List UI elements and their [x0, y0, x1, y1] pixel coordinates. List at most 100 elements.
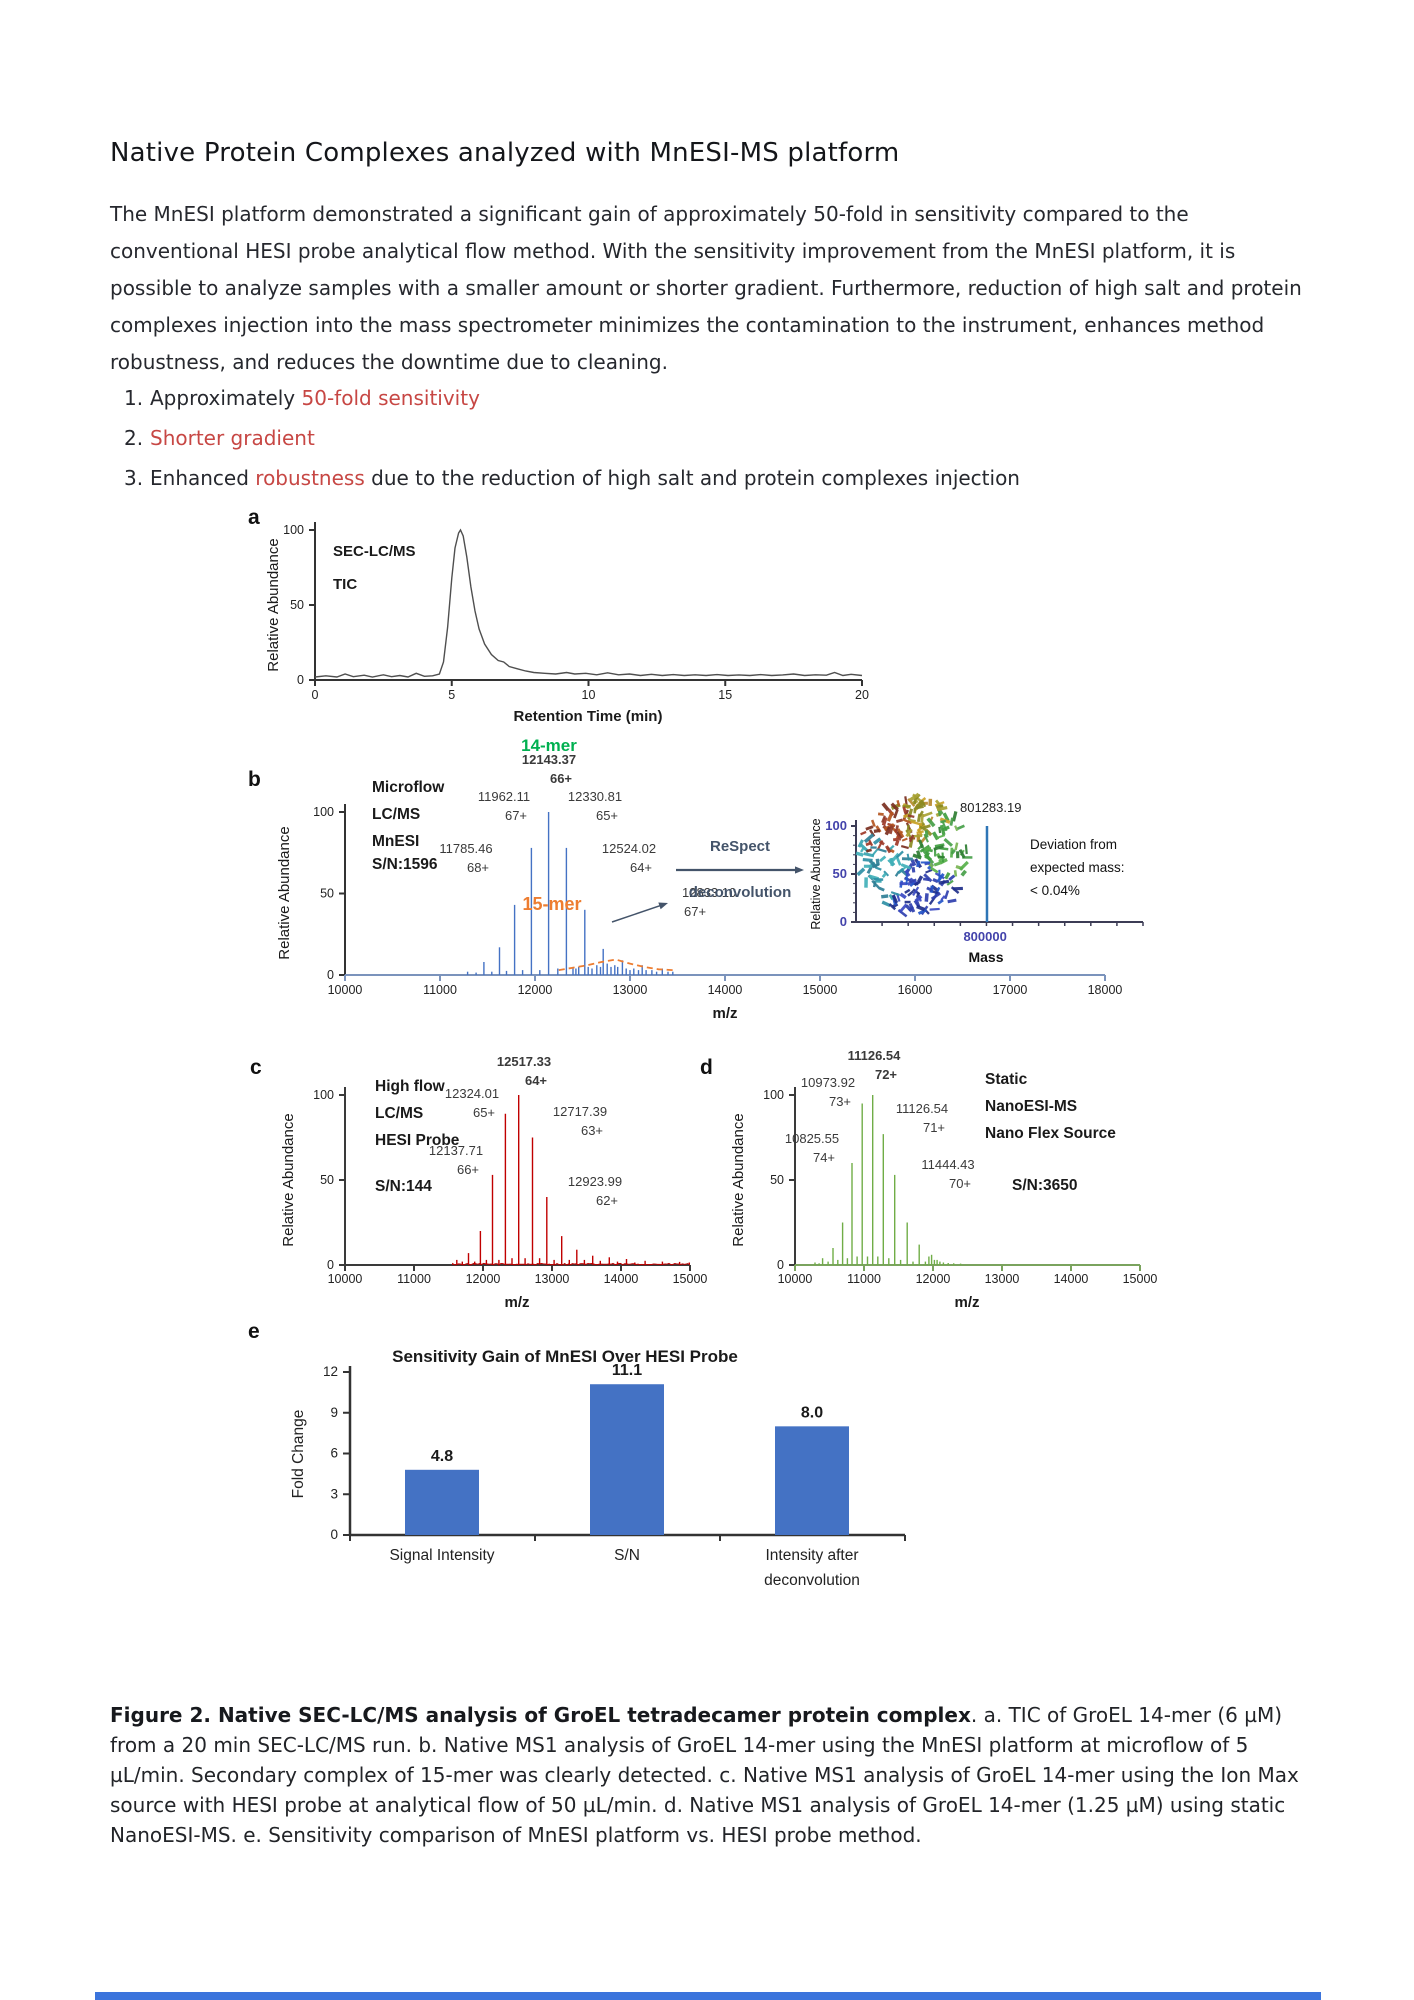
svg-text:10973.92: 10973.92 [801, 1075, 855, 1090]
svg-text:50: 50 [833, 866, 847, 881]
svg-text:12: 12 [323, 1364, 338, 1379]
svg-text:14000: 14000 [708, 983, 743, 997]
svg-text:Signal Intensity: Signal Intensity [389, 1547, 494, 1564]
deconvolved-mass-inset: 0 50 100 800000 Mass Relative Abundance 801283… [809, 792, 1144, 965]
svg-text:100: 100 [313, 805, 334, 819]
svg-text:67+: 67+ [684, 904, 706, 919]
svg-text:Fold Change: Fold Change [290, 1410, 307, 1499]
panel-c-peaks [456, 1095, 690, 1265]
svg-text:100: 100 [313, 1088, 334, 1102]
svg-text:LC/MS: LC/MS [375, 1105, 423, 1122]
panel-b-peaks [466, 812, 674, 975]
svg-text:20: 20 [855, 688, 869, 702]
list-text: due to the reduction of high salt and pr… [364, 466, 1020, 490]
svg-text:m/z: m/z [954, 1294, 979, 1311]
svg-text:15-mer: 15-mer [522, 894, 581, 914]
svg-text:m/z: m/z [712, 1005, 737, 1022]
svg-text:15000: 15000 [1123, 1272, 1158, 1286]
panel-d-peaks [814, 1095, 962, 1265]
svg-text:12137.71: 12137.71 [429, 1143, 483, 1158]
svg-text:14000: 14000 [1054, 1272, 1089, 1286]
svg-text:14-mer: 14-mer [521, 736, 577, 755]
svg-text:13000: 13000 [985, 1272, 1020, 1286]
svg-text:71+: 71+ [923, 1120, 945, 1135]
svg-text:11000: 11000 [847, 1272, 881, 1286]
panel-b-spectrum: b 0 50 100 10000 11000 12000 13000 14000 15000 160… [248, 736, 1122, 1022]
svg-text:18000: 18000 [1088, 983, 1123, 997]
svg-text:4.8: 4.8 [431, 1448, 453, 1465]
svg-text:12000: 12000 [916, 1272, 951, 1286]
list-item-gradient: 2. Shorter gradient [124, 424, 1020, 453]
list-highlight: Shorter gradient [150, 426, 315, 450]
protein-structure-image [855, 792, 973, 918]
figure-caption: Figure 2. Native SEC-LC/MS analysis of G… [110, 1700, 1312, 1850]
svg-text:S/N:144: S/N:144 [375, 1178, 432, 1195]
svg-text:0: 0 [327, 1258, 334, 1272]
svg-text:a: a [248, 506, 260, 529]
svg-text:d: d [700, 1056, 713, 1079]
svg-text:66+: 66+ [550, 771, 572, 786]
svg-text:10000: 10000 [328, 1272, 363, 1286]
svg-text:Relative Abundance: Relative Abundance [730, 1113, 747, 1246]
bar-1 [590, 1384, 664, 1535]
svg-text:9: 9 [330, 1405, 338, 1420]
caption-title: Figure 2. Native SEC-LC/MS analysis of G… [110, 1703, 971, 1727]
svg-text:100: 100 [763, 1088, 784, 1102]
svg-text:100: 100 [283, 523, 304, 537]
svg-text:S/N: S/N [614, 1547, 640, 1564]
svg-text:0: 0 [840, 914, 847, 929]
svg-text:50: 50 [770, 1173, 784, 1187]
panel-d-spectrum: d 0 50 100 10000 11000 12000 13000 14000 15000 m/z… [700, 1048, 1157, 1311]
svg-text:m/z: m/z [504, 1294, 529, 1311]
feature-list: 1. Approximately 50-fold sensitivity 2. Sh… [124, 384, 1020, 504]
svg-text:15000: 15000 [803, 983, 838, 997]
svg-text:S/N:1596: S/N:1596 [372, 856, 438, 873]
svg-text:Retention Time (min): Retention Time (min) [514, 708, 663, 725]
svg-text:Microflow: Microflow [372, 779, 445, 796]
svg-text:MnESI: MnESI [372, 833, 419, 850]
svg-text:12524.02: 12524.02 [602, 841, 656, 856]
svg-text:Relative Abundance: Relative Abundance [265, 538, 282, 671]
svg-text:Sensitivity Gain of MnESI Over: Sensitivity Gain of MnESI Over HESI Prob… [392, 1347, 738, 1366]
svg-text:74+: 74+ [813, 1150, 835, 1165]
svg-text:67+: 67+ [505, 808, 527, 823]
svg-text:10: 10 [582, 688, 596, 702]
svg-text:15000: 15000 [673, 1272, 708, 1286]
svg-text:NanoESI-MS: NanoESI-MS [985, 1098, 1077, 1115]
svg-text:50: 50 [320, 1173, 334, 1187]
list-highlight: robustness [255, 466, 365, 490]
svg-text:0: 0 [297, 673, 304, 687]
secondary-species-curve [558, 958, 673, 971]
svg-text:801283.19: 801283.19 [960, 800, 1021, 815]
svg-text:deconvolution: deconvolution [764, 1572, 860, 1589]
svg-text:65+: 65+ [596, 808, 618, 823]
svg-text:12833.10: 12833.10 [682, 885, 736, 900]
svg-text:62+: 62+ [596, 1193, 618, 1208]
svg-text:13000: 13000 [535, 1272, 570, 1286]
svg-text:73+: 73+ [829, 1094, 851, 1109]
svg-text:800000: 800000 [963, 929, 1006, 944]
svg-text:72+: 72+ [875, 1067, 897, 1082]
panel-c-spectrum: c 0 50 100 10000 11000 12000 13000 14000 15000 m/z… [250, 1054, 707, 1311]
svg-text:70+: 70+ [949, 1176, 971, 1191]
bottom-accent-bar [95, 1992, 1321, 2000]
page-title: Native Protein Complexes analyzed with M… [110, 138, 900, 168]
svg-text:SEC-LC/MS: SEC-LC/MS [333, 543, 416, 560]
svg-text:6: 6 [330, 1446, 338, 1461]
svg-text:10000: 10000 [778, 1272, 813, 1286]
svg-text:S/N:3650: S/N:3650 [1012, 1177, 1077, 1194]
svg-text:100: 100 [825, 818, 847, 833]
svg-text:63+: 63+ [581, 1123, 603, 1138]
svg-text:65+: 65+ [473, 1105, 495, 1120]
list-number: 1. [124, 386, 144, 410]
svg-text:Nano Flex Source: Nano Flex Source [985, 1125, 1116, 1142]
svg-text:Relative Abundance: Relative Abundance [809, 818, 823, 929]
svg-text:11444.43: 11444.43 [921, 1157, 974, 1172]
svg-text:High flow: High flow [375, 1078, 446, 1095]
tic-trace [314, 528, 863, 678]
svg-text:12717.39: 12717.39 [553, 1104, 607, 1119]
svg-text:3: 3 [330, 1486, 338, 1501]
svg-text:12517.33: 12517.33 [497, 1054, 551, 1069]
svg-text:68+: 68+ [467, 860, 489, 875]
svg-text:12330.81: 12330.81 [568, 789, 622, 804]
